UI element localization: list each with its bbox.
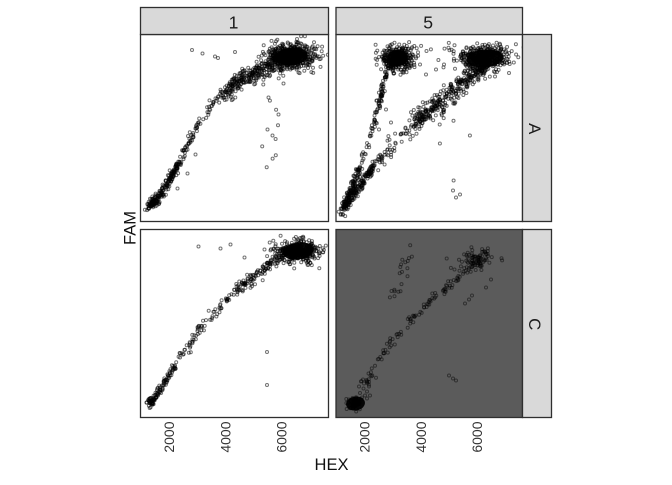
svg-text:6000: 6000	[469, 421, 485, 452]
svg-text:FAM: FAM	[122, 211, 140, 245]
svg-text:1: 1	[229, 12, 239, 32]
svg-text:HEX: HEX	[315, 456, 349, 474]
svg-text:4000: 4000	[217, 421, 233, 452]
svg-text:2000: 2000	[357, 421, 373, 452]
svg-text:A: A	[525, 123, 544, 135]
svg-text:6000: 6000	[274, 421, 290, 452]
svg-text:4000: 4000	[413, 421, 429, 452]
svg-text:C: C	[525, 318, 544, 330]
svg-text:2000: 2000	[161, 421, 177, 452]
svg-text:5: 5	[423, 12, 433, 32]
